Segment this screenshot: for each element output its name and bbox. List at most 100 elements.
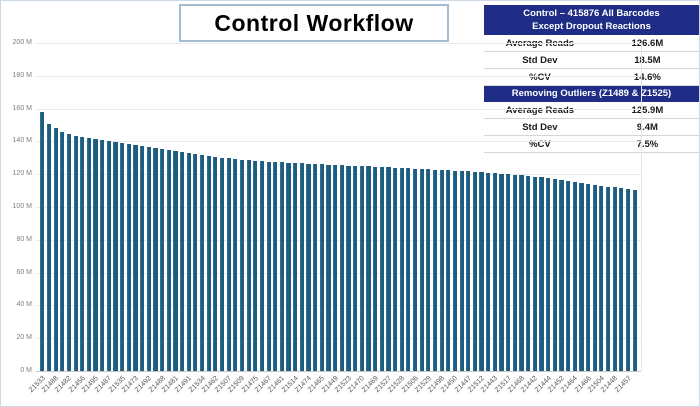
bar <box>286 162 291 371</box>
bar <box>193 153 198 371</box>
bar <box>585 183 591 371</box>
bar <box>625 188 631 371</box>
bar <box>93 139 98 371</box>
plot-right-border <box>641 43 642 371</box>
bar <box>299 163 304 371</box>
y-axis-tick-label: 60 M <box>16 268 32 276</box>
bar <box>153 147 158 371</box>
bar <box>386 167 391 371</box>
bar <box>259 161 265 371</box>
bar <box>519 175 524 371</box>
stat-value: 7.5% <box>636 138 659 150</box>
stats-row-cv: %CV 14.6% <box>484 69 699 86</box>
y-axis-tick-label: 140 M <box>12 137 32 145</box>
bar <box>313 163 318 371</box>
bar <box>173 150 178 371</box>
bar <box>579 182 584 371</box>
bar <box>492 173 497 371</box>
bar <box>426 169 431 371</box>
y-gridline <box>36 174 641 176</box>
bar <box>46 124 52 371</box>
bar <box>233 159 238 371</box>
bar <box>599 185 604 371</box>
bar <box>333 164 338 371</box>
stat-label: Std Dev <box>522 54 558 66</box>
bar <box>53 128 58 371</box>
bar <box>146 146 151 371</box>
y-axis-tick-label: 0 M <box>20 367 32 374</box>
bar <box>592 184 597 371</box>
stat-label: %CV <box>529 71 551 83</box>
bar <box>572 181 577 371</box>
y-gridline <box>36 108 641 110</box>
bar <box>472 171 478 371</box>
y-axis-tick-label: 40 M <box>16 301 32 309</box>
y-gridline <box>36 207 641 208</box>
y-gridline <box>36 141 641 143</box>
bar <box>106 141 111 371</box>
bar <box>306 163 311 371</box>
stats-row-std-dev: Std Dev 18.5M <box>484 52 699 69</box>
bar <box>499 173 504 371</box>
bar <box>126 144 131 371</box>
stat-label: Average Reads <box>505 104 575 116</box>
chart-title-box: Control Workflow <box>179 4 449 42</box>
y-gridline <box>36 75 641 77</box>
bar <box>546 178 551 371</box>
bar <box>392 167 398 371</box>
bar <box>73 135 78 371</box>
bar <box>339 165 344 371</box>
stat-label: Std Dev <box>522 121 558 133</box>
bar <box>419 169 424 371</box>
bar <box>532 176 537 371</box>
y-axis-tick-label: 200 M <box>12 39 32 46</box>
y-axis-tick-label: 120 M <box>12 170 32 178</box>
bar <box>466 171 471 371</box>
bar <box>120 143 125 371</box>
bar <box>80 136 85 371</box>
bar <box>612 187 617 371</box>
stats-row-std-dev-outliers: Std Dev 9.4M <box>484 119 699 136</box>
bar <box>619 188 624 371</box>
y-axis-tick-label: 100 M <box>12 203 32 210</box>
stat-value: 125.9M <box>631 104 664 116</box>
bar <box>373 166 378 371</box>
y-axis-tick-label: 160 M <box>12 104 32 112</box>
bar <box>479 172 484 371</box>
bar <box>399 168 404 371</box>
y-gridline <box>36 371 641 372</box>
bar <box>199 154 205 371</box>
bar <box>459 171 464 371</box>
bar <box>100 140 105 371</box>
stat-value: 9.4M <box>636 121 658 133</box>
bar <box>539 177 544 371</box>
bar <box>605 186 611 371</box>
bar <box>353 165 358 371</box>
stats-section-2-header-line1: Removing Outliers (Z1489 & Z1525) <box>511 88 672 99</box>
stats-section-1-header-line1: Control – 415876 All Barcodes <box>523 8 660 19</box>
bar <box>552 178 557 371</box>
bar <box>279 162 284 371</box>
bar <box>40 111 45 371</box>
bar <box>632 189 637 371</box>
bar <box>60 131 65 371</box>
bar <box>206 155 211 371</box>
stats-panel: Control – 415876 All Barcodes Except Dro… <box>484 5 699 153</box>
bar <box>273 161 278 371</box>
bar <box>86 138 91 371</box>
bar <box>346 165 351 371</box>
stat-value: 18.5M <box>634 54 661 66</box>
bar <box>566 180 571 371</box>
bar <box>133 145 138 371</box>
bar <box>166 149 171 371</box>
bar <box>559 179 564 371</box>
bar <box>219 157 225 371</box>
y-gridline <box>36 272 641 274</box>
bar <box>246 160 251 371</box>
bar <box>432 169 438 371</box>
bar <box>160 148 165 371</box>
bar <box>266 161 271 371</box>
y-gridline <box>36 43 641 44</box>
bar <box>179 151 185 371</box>
bar <box>239 159 245 371</box>
